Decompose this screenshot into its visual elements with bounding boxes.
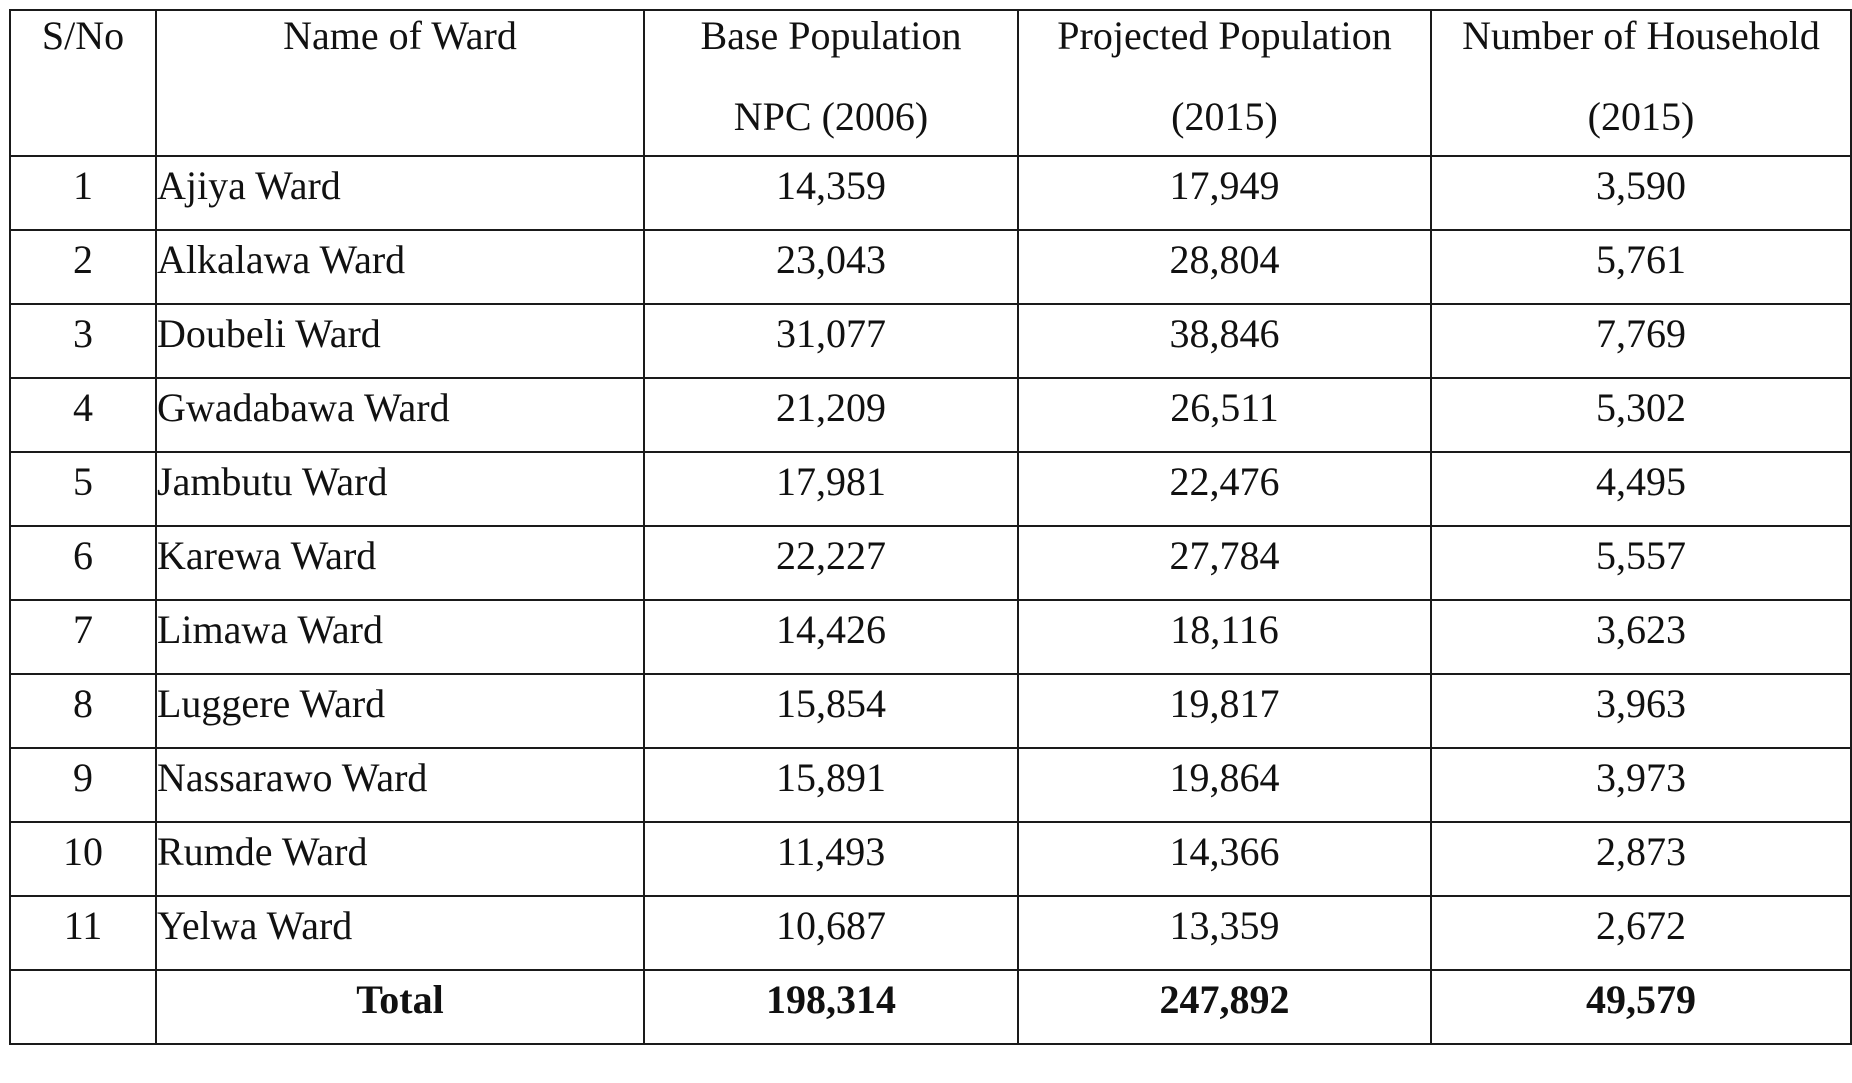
cell-projected-population: 26,511 (1017, 377, 1432, 453)
total-cell-ward-name: Total (155, 969, 645, 1045)
table-row: 4 Gwadabawa Ward 21,209 26,511 5,302 (9, 377, 1852, 453)
header-ward-name-line: Name of Ward (283, 13, 517, 58)
header-row: S/No Name of Ward Base Population NPC (2006… (9, 9, 1852, 157)
cell-ward-name: Doubeli Ward (155, 303, 645, 379)
header-households-line: Number of Household (1462, 13, 1820, 58)
cell-base-population: 14,426 (643, 599, 1019, 675)
cell-projected-population: 14,366 (1017, 821, 1432, 897)
cell-sn: 2 (9, 229, 157, 305)
cell-base-population: 15,854 (643, 673, 1019, 749)
cell-projected-population: 18,116 (1017, 599, 1432, 675)
table-row: 8 Luggere Ward 15,854 19,817 3,963 (9, 673, 1852, 749)
cell-sn: 7 (9, 599, 157, 675)
cell-base-population: 11,493 (643, 821, 1019, 897)
table-row: 2 Alkalawa Ward 23,043 28,804 5,761 (9, 229, 1852, 305)
cell-households: 2,873 (1430, 821, 1852, 897)
total-cell-projected-population: 247,892 (1017, 969, 1432, 1045)
cell-base-population: 21,209 (643, 377, 1019, 453)
total-row: Total 198,314 247,892 49,579 (9, 969, 1852, 1045)
cell-ward-name: Ajiya Ward (155, 155, 645, 231)
cell-ward-name: Karewa Ward (155, 525, 645, 601)
header-sn-line: S/No (41, 13, 125, 58)
cell-ward-name: Gwadabawa Ward (155, 377, 645, 453)
cell-households: 3,590 (1430, 155, 1852, 231)
cell-base-population: 23,043 (643, 229, 1019, 305)
table-row: 1 Ajiya Ward 14,359 17,949 3,590 (9, 155, 1852, 231)
total-cell-sn (9, 969, 157, 1045)
total-cell-base-population: 198,314 (643, 969, 1019, 1045)
cell-sn: 10 (9, 821, 157, 897)
total-cell-households: 49,579 (1430, 969, 1852, 1045)
cell-ward-name: Limawa Ward (155, 599, 645, 675)
cell-projected-population: 19,864 (1017, 747, 1432, 823)
table-row: 10 Rumde Ward 11,493 14,366 2,873 (9, 821, 1852, 897)
cell-projected-population: 13,359 (1017, 895, 1432, 971)
cell-households: 5,557 (1430, 525, 1852, 601)
header-sn: S/No (9, 9, 157, 157)
cell-sn: 9 (9, 747, 157, 823)
cell-base-population: 14,359 (643, 155, 1019, 231)
cell-households: 5,302 (1430, 377, 1852, 453)
cell-ward-name: Luggere Ward (155, 673, 645, 749)
cell-projected-population: 28,804 (1017, 229, 1432, 305)
header-base-population: Base Population NPC (2006) (643, 9, 1019, 157)
cell-sn: 5 (9, 451, 157, 527)
cell-ward-name: Rumde Ward (155, 821, 645, 897)
cell-base-population: 15,891 (643, 747, 1019, 823)
cell-projected-population: 27,784 (1017, 525, 1432, 601)
header-base-population-line: Base Population (700, 13, 962, 58)
cell-projected-population: 38,846 (1017, 303, 1432, 379)
table-row: 9 Nassarawo Ward 15,891 19,864 3,973 (9, 747, 1852, 823)
header-projected-population: Projected Population (2015) (1017, 9, 1432, 157)
ward-population-table: S/No Name of Ward Base Population NPC (2006… (9, 9, 1852, 1045)
table-row: 7 Limawa Ward 14,426 18,116 3,623 (9, 599, 1852, 675)
cell-sn: 1 (9, 155, 157, 231)
header-projected-population-line: Projected Population (1057, 13, 1392, 58)
cell-ward-name: Jambutu Ward (155, 451, 645, 527)
header-base-population-line: NPC (2006) (733, 94, 929, 139)
cell-ward-name: Yelwa Ward (155, 895, 645, 971)
header-projected-population-line: (2015) (1171, 94, 1278, 139)
cell-households: 3,623 (1430, 599, 1852, 675)
cell-sn: 8 (9, 673, 157, 749)
cell-projected-population: 22,476 (1017, 451, 1432, 527)
table-row: 11 Yelwa Ward 10,687 13,359 2,672 (9, 895, 1852, 971)
cell-base-population: 31,077 (643, 303, 1019, 379)
cell-households: 4,495 (1430, 451, 1852, 527)
table-row: 6 Karewa Ward 22,227 27,784 5,557 (9, 525, 1852, 601)
cell-projected-population: 17,949 (1017, 155, 1432, 231)
cell-sn: 11 (9, 895, 157, 971)
cell-households: 2,672 (1430, 895, 1852, 971)
cell-households: 5,761 (1430, 229, 1852, 305)
cell-households: 7,769 (1430, 303, 1852, 379)
table-body: 1 Ajiya Ward 14,359 17,949 3,590 2 Alkalawa Wa… (9, 155, 1852, 1045)
header-households-line: (2015) (1587, 94, 1695, 139)
table-row: 5 Jambutu Ward 17,981 22,476 4,495 (9, 451, 1852, 527)
cell-sn: 6 (9, 525, 157, 601)
cell-households: 3,973 (1430, 747, 1852, 823)
table-row: 3 Doubeli Ward 31,077 38,846 7,769 (9, 303, 1852, 379)
cell-projected-population: 19,817 (1017, 673, 1432, 749)
cell-households: 3,963 (1430, 673, 1852, 749)
cell-ward-name: Nassarawo Ward (155, 747, 645, 823)
cell-ward-name: Alkalawa Ward (155, 229, 645, 305)
header-ward-name: Name of Ward (155, 9, 645, 157)
cell-sn: 3 (9, 303, 157, 379)
cell-base-population: 10,687 (643, 895, 1019, 971)
cell-base-population: 17,981 (643, 451, 1019, 527)
cell-base-population: 22,227 (643, 525, 1019, 601)
header-households: Number of Household (2015) (1430, 9, 1852, 157)
cell-sn: 4 (9, 377, 157, 453)
